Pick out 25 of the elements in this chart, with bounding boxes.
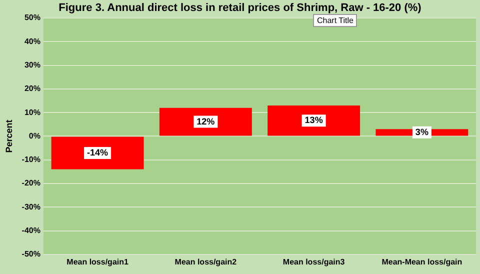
y-tick-label: -40% [22, 226, 40, 235]
y-tick-label: 50% [24, 13, 40, 22]
bar [51, 136, 144, 170]
annotation: Chart Title [313, 14, 358, 27]
y-tick-label: 30% [24, 60, 40, 70]
y-tick-label: 10% [24, 108, 40, 117]
x-tick-label: Mean loss/gain1 [66, 257, 129, 266]
chart-title: Figure 3. Annual direct loss in retail prices of Shrimp, Raw - 16-20 (%) [58, 2, 422, 14]
y-tick-label: -10% [22, 155, 40, 164]
data-label: -14% [87, 147, 108, 158]
x-tick-label: Mean loss/gain3 [282, 257, 346, 266]
y-tick-label: 40% [24, 36, 40, 46]
y-tick-label: 0% [28, 131, 40, 140]
bar [159, 108, 252, 136]
data-label: 3% [415, 126, 428, 137]
y-tick-label: -30% [22, 202, 40, 212]
y-tick-label: -50% [22, 250, 40, 259]
bar [268, 105, 360, 136]
data-label: 12% [196, 116, 215, 126]
x-tick-label: Mean-Mean loss/gain [382, 257, 462, 266]
y-axis-title: Percent [4, 120, 14, 153]
data-label: 13% [304, 115, 323, 126]
y-tick-label: 20% [24, 84, 40, 94]
x-tick-label: Mean loss/gain2 [174, 257, 238, 266]
y-tick-label: -20% [22, 178, 40, 188]
